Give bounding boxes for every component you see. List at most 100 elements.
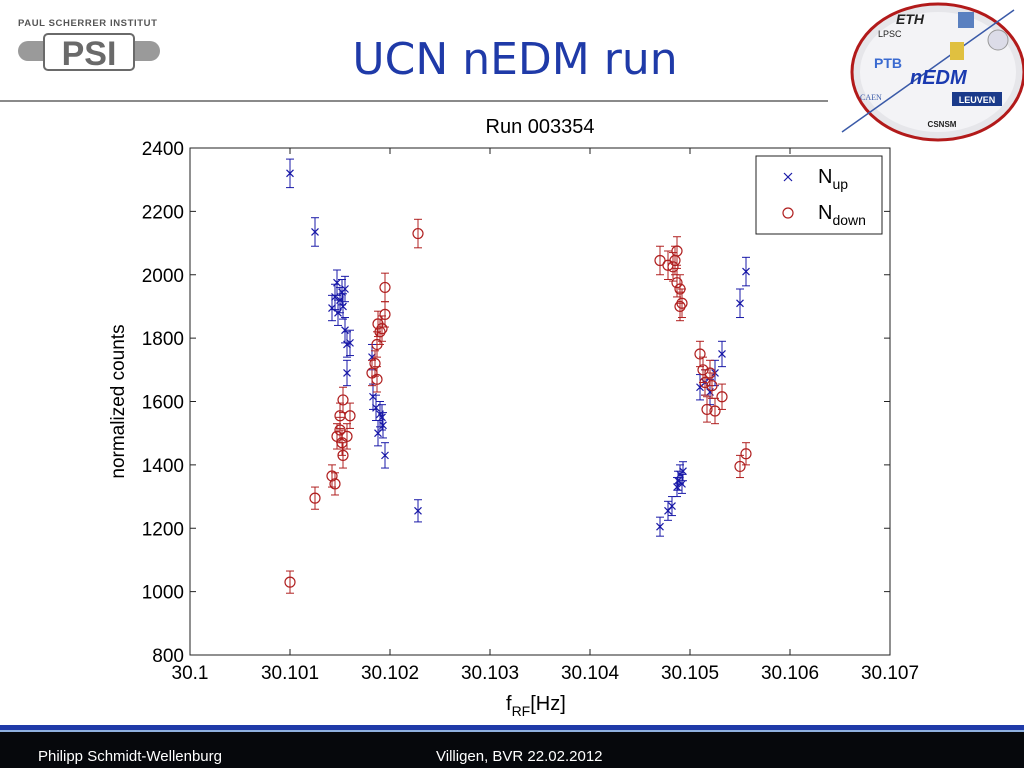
data-point-up — [381, 451, 389, 460]
y-tick-label: 2000 — [142, 266, 184, 287]
slide-title: UCN nEDM run — [352, 34, 678, 85]
data-point-up — [368, 353, 376, 362]
data-point-down — [284, 576, 296, 588]
data-point-up — [328, 304, 336, 312]
data-point-down — [376, 323, 388, 335]
marker-stroke — [718, 350, 726, 358]
collab-label-csnsm: CSNSM — [928, 120, 957, 129]
marker-stroke — [333, 278, 341, 287]
marker-stroke — [378, 413, 386, 422]
data-point-down — [706, 380, 718, 392]
data-point-down — [671, 277, 683, 289]
marker-stroke — [379, 421, 387, 430]
y-axis-label: normalized counts — [108, 324, 129, 478]
x-axis-label-unit: [Hz] — [530, 693, 566, 715]
data-point-up — [343, 369, 351, 377]
x-tick-label: 30.1 — [172, 663, 209, 684]
collab-label-caen: CAEN — [860, 93, 882, 102]
x-tick-label: 30.107 — [861, 663, 919, 684]
data-point-up — [673, 483, 681, 491]
data-point-up — [341, 285, 349, 293]
x-tick-label: 30.104 — [561, 663, 620, 684]
data-point-down — [337, 449, 349, 461]
x-tick-label: 30.101 — [261, 663, 319, 684]
y-tick-label: 1400 — [142, 456, 184, 477]
data-point-down — [734, 460, 746, 473]
y-tick-label: 2400 — [142, 139, 184, 160]
data-point-down — [337, 394, 349, 406]
x-axis-label-main: f — [506, 693, 512, 715]
data-point-down — [374, 326, 386, 338]
marker-stroke — [736, 299, 744, 308]
marker-stroke — [668, 502, 676, 510]
psi-logo-text: PSI — [62, 35, 117, 73]
legend: Nup Ndown — [755, 155, 883, 235]
data-point-down — [694, 348, 706, 360]
marker-stroke — [339, 302, 347, 311]
data-point-down — [341, 430, 353, 442]
y-tick-label: 1200 — [142, 519, 184, 540]
data-point-down — [671, 245, 683, 257]
collab-seal-icon — [987, 29, 1009, 51]
marker-stroke — [678, 479, 686, 488]
collab-emblem-icon — [958, 12, 974, 28]
marker-stroke — [341, 285, 349, 293]
collab-label-nedm: nEDM — [910, 67, 968, 89]
scatter-chart: 30.1 30.101 30.102 30.103 30.104 30.105 30.106… — [108, 116, 919, 719]
data-point-down — [716, 391, 728, 403]
data-point-down — [379, 281, 391, 294]
collab-label-lpsc: LPSC — [878, 29, 902, 39]
marker-stroke — [656, 522, 664, 531]
marker-stroke — [679, 467, 687, 476]
data-point-down — [309, 492, 321, 504]
data-point-down — [326, 470, 338, 482]
data-point-up — [656, 522, 664, 531]
data-point-up — [678, 479, 686, 488]
collab-crest-icon — [950, 42, 964, 60]
footer-author: Philipp Schmidt-Wellenburg — [38, 748, 222, 765]
data-point-up — [736, 299, 744, 308]
y-tick-label: 800 — [152, 646, 184, 667]
data-point-down — [379, 308, 391, 320]
series-down — [284, 218, 752, 594]
title-divider — [0, 100, 828, 102]
marker-stroke — [374, 429, 382, 438]
legend-label-up: Nup — [818, 166, 848, 192]
footer-accent-line — [0, 725, 1024, 730]
footer-bar: Philipp Schmidt-Wellenburg Villigen, BVR… — [0, 732, 1024, 768]
legend-marker-down — [782, 207, 794, 219]
data-point-down — [412, 227, 424, 240]
marker-stroke — [368, 353, 376, 362]
marker-stroke — [742, 267, 750, 276]
marker-stroke — [673, 483, 681, 491]
data-point-down — [654, 254, 666, 267]
data-point-up — [378, 413, 386, 422]
data-point-up — [679, 467, 687, 476]
data-point-down — [371, 373, 383, 385]
psi-logo: PAUL SCHERRER INSTITUT PSI — [18, 18, 163, 78]
data-point-up — [369, 392, 377, 401]
marker-stroke — [328, 304, 336, 312]
collab-label-eth: ETH — [896, 11, 925, 27]
data-point-up — [718, 350, 726, 358]
legend-box — [755, 155, 883, 235]
x-tick-label: 30.103 — [461, 663, 519, 684]
data-point-up — [668, 502, 676, 510]
data-point-down — [676, 297, 688, 309]
legend-label-down: Ndown — [818, 202, 866, 228]
chart-title: Run 003354 — [486, 116, 595, 138]
marker-stroke — [381, 451, 389, 460]
legend-marker-up — [783, 172, 793, 182]
marker-stroke — [414, 506, 422, 515]
data-point-down — [674, 300, 686, 313]
data-point-up — [346, 338, 354, 347]
data-point-up — [414, 506, 422, 515]
psi-logo-mark: PSI — [18, 33, 160, 73]
marker-stroke — [372, 403, 380, 412]
marker-stroke — [346, 338, 354, 347]
data-point-down — [667, 261, 679, 273]
data-point-up — [379, 421, 387, 430]
x-tick-label: 30.105 — [661, 663, 719, 684]
marker-stroke — [341, 326, 349, 335]
data-point-down — [701, 403, 713, 416]
